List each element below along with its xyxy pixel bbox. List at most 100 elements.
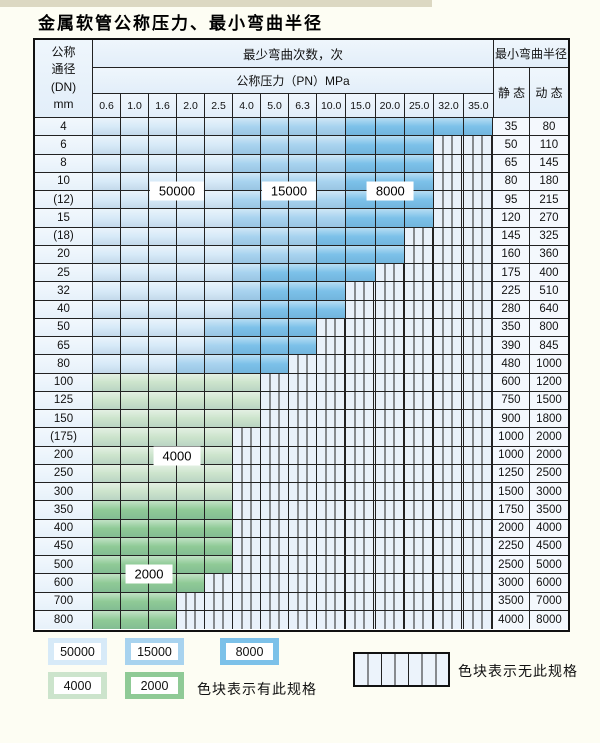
no-spec-cell — [317, 391, 347, 409]
spec-cell — [121, 537, 149, 555]
spec-cell — [205, 464, 233, 482]
no-spec-cell — [434, 136, 464, 154]
no-spec-cell — [261, 373, 289, 391]
no-spec-cell — [434, 172, 464, 190]
no-spec-cell — [404, 428, 435, 446]
no-spec-cell — [463, 245, 493, 263]
spec-cell — [121, 227, 149, 245]
spec-cell — [261, 318, 289, 336]
no-spec-cell — [463, 574, 493, 592]
static-radius-cell: 480 — [492, 355, 530, 373]
spec-cell — [149, 519, 177, 537]
dn-header-line: 通径 — [51, 62, 76, 77]
spec-cell — [93, 300, 121, 318]
spec-cell — [346, 245, 376, 263]
no-spec-cell — [404, 464, 435, 482]
dynamic-radius-cell: 2000 — [529, 428, 568, 446]
spec-cell — [177, 519, 205, 537]
spec-cell — [121, 136, 149, 154]
dn-cell: 4 — [35, 118, 93, 136]
no-spec-cell — [233, 610, 261, 629]
no-spec-cell — [261, 428, 289, 446]
spec-cell — [205, 501, 233, 519]
static-radius-cell: 3000 — [492, 574, 530, 592]
no-spec-cell — [346, 464, 376, 482]
no-spec-cell — [233, 428, 261, 446]
spec-cell — [434, 118, 464, 136]
spec-cell — [346, 209, 376, 227]
dn-cell: (18) — [35, 227, 93, 245]
spec-cell — [149, 592, 177, 610]
spec-cell — [121, 373, 149, 391]
spec-cell — [375, 245, 405, 263]
spec-cell — [177, 136, 205, 154]
spec-cell — [121, 592, 149, 610]
pressure-col-header: 6.3 — [289, 94, 318, 117]
table-row: (175) 1000 2000 — [35, 428, 568, 447]
spec-cell — [205, 136, 233, 154]
dynamic-radius-cell: 180 — [529, 172, 568, 190]
no-spec-cell — [177, 610, 205, 629]
spec-cell — [346, 172, 376, 190]
static-radius-cell: 1750 — [492, 501, 530, 519]
no-spec-cell — [375, 464, 405, 482]
no-spec-cell — [261, 519, 289, 537]
spec-cell — [149, 154, 177, 172]
spec-cell — [93, 483, 121, 501]
spec-cell — [93, 337, 121, 355]
spec-cell — [233, 355, 261, 373]
spec-cell — [404, 154, 435, 172]
spec-cell — [149, 300, 177, 318]
spec-cell — [149, 118, 177, 136]
static-radius-cell: 1500 — [492, 483, 530, 501]
no-spec-cell — [233, 483, 261, 501]
no-spec-cell — [346, 337, 376, 355]
no-spec-cell — [404, 592, 435, 610]
no-spec-cell — [317, 610, 347, 629]
no-spec-legend-text: 色块表示无此规格 — [458, 663, 578, 679]
no-spec-cell — [317, 464, 347, 482]
dn-cell: 250 — [35, 464, 93, 482]
no-spec-cell — [205, 610, 233, 629]
dn-cell: 15 — [35, 209, 93, 227]
dynamic-radius-cell: 1200 — [529, 373, 568, 391]
no-spec-cell — [375, 483, 405, 501]
no-spec-cell — [289, 428, 317, 446]
spec-cell — [205, 483, 233, 501]
has-spec-legend-text: 色块表示有此规格 — [197, 681, 317, 697]
spec-cell — [233, 410, 261, 428]
dynamic-radius-cell: 845 — [529, 337, 568, 355]
spec-cell — [205, 318, 233, 336]
legend-swatch-label: 8000 — [226, 643, 273, 660]
legend-swatch-4000: 4000 — [48, 672, 107, 699]
spec-cell — [317, 136, 347, 154]
spec-cell — [205, 154, 233, 172]
spec-cell — [121, 501, 149, 519]
no-spec-cell — [375, 519, 405, 537]
spec-cell — [93, 318, 121, 336]
no-spec-cell — [346, 592, 376, 610]
spec-cell — [121, 172, 149, 190]
spec-cell — [205, 355, 233, 373]
spec-cell — [93, 446, 121, 464]
spec-cell — [233, 300, 261, 318]
table-header: 公称 通径 (DN) mm 最少弯曲次数，次 最小弯曲半径 公称压力（PN）MPa 0… — [35, 40, 568, 118]
spec-cell — [375, 136, 405, 154]
no-spec-cell — [261, 537, 289, 555]
spec-cell — [404, 118, 435, 136]
table-row: 25 175 400 — [35, 264, 568, 283]
dn-cell: (175) — [35, 428, 93, 446]
no-spec-cell — [463, 172, 493, 190]
no-spec-cell — [317, 355, 347, 373]
spec-cell — [289, 172, 317, 190]
no-spec-cell — [289, 574, 317, 592]
static-radius-cell: 3500 — [492, 592, 530, 610]
spec-cell — [346, 154, 376, 172]
no-spec-cell — [346, 410, 376, 428]
table-row: 40 280 640 — [35, 300, 568, 319]
spec-cell — [149, 318, 177, 336]
static-radius-cell: 900 — [492, 410, 530, 428]
dynamic-radius-cell: 800 — [529, 318, 568, 336]
dn-cell: 700 — [35, 592, 93, 610]
no-spec-cell — [404, 227, 435, 245]
